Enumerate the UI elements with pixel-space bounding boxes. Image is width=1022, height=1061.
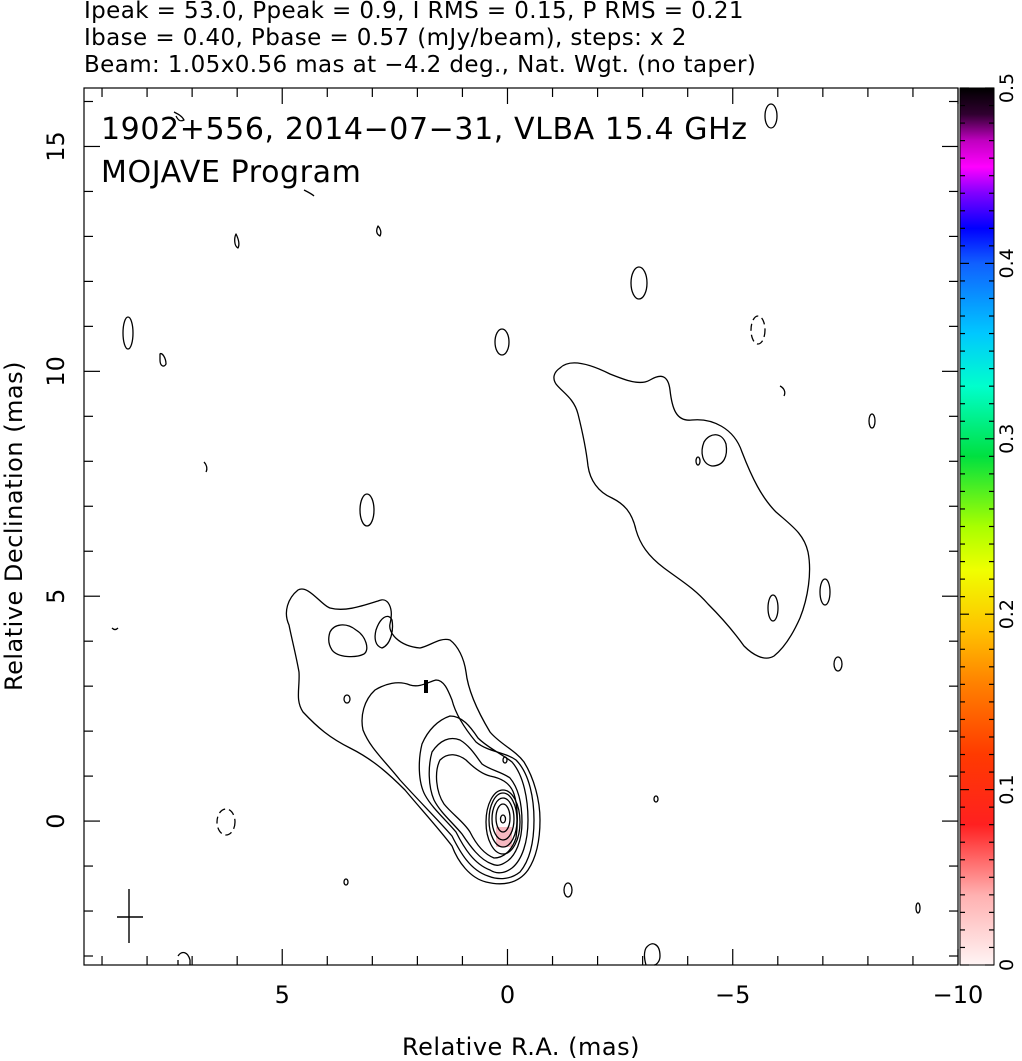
colorbar-tick-label: 0.4 <box>996 248 1018 278</box>
polarization-patch <box>496 827 512 847</box>
contour-island-8 <box>122 316 134 350</box>
contour-island-2 <box>374 615 394 649</box>
contour-level-7 <box>488 792 518 848</box>
colorbar-tick-label: 0.2 <box>996 599 1018 629</box>
contour-island-10 <box>833 656 843 672</box>
y-axis-label: Relative Declination (mas) <box>0 361 28 691</box>
contour-level-8 <box>491 797 515 841</box>
contour-outer-jet <box>553 362 811 659</box>
y-tick-label: 10 <box>42 356 70 387</box>
contour-island-20 <box>203 461 208 473</box>
contour-island-26 <box>643 943 661 966</box>
colorbar-tick-label: 0.5 <box>996 73 1018 103</box>
contour-island-23 <box>173 111 185 122</box>
colorbar-ticks <box>960 87 994 966</box>
contour-outer-island-1 <box>701 434 728 467</box>
contour-island-18 <box>234 233 240 249</box>
x-tick-label: 5 <box>275 981 290 1009</box>
contour-island-5 <box>359 493 375 527</box>
plot-title-line-2: MOJAVE Program <box>101 155 362 190</box>
contour-island-6 <box>494 328 510 356</box>
contour-island-13 <box>868 413 876 429</box>
contour-island-9 <box>819 578 831 606</box>
y-tick-label: 5 <box>42 589 70 604</box>
contour-island-21 <box>111 627 119 631</box>
contour-island-17 <box>159 352 167 367</box>
contour-level-4 <box>428 737 523 866</box>
colorbar <box>959 87 995 966</box>
polarization-vector <box>424 680 428 693</box>
contour-level-6 <box>485 789 521 855</box>
colorbar-tick-label: 0.1 <box>996 774 1018 804</box>
header-line-2: Ibase = 0.40, Pbase = 0.57 (mJy/beam), s… <box>84 25 687 51</box>
colorbar-tick-label: 0.3 <box>996 424 1018 454</box>
colorbar-tick-label: 0 <box>996 959 1018 971</box>
contour-level-10 <box>499 814 507 824</box>
x-tick-label: 0 <box>500 981 515 1009</box>
contour-island-15 <box>343 878 349 886</box>
header-line-1: Ipeak = 53.0, Ppeak = 0.9, I RMS = 0.15,… <box>84 0 744 24</box>
x-axis-label: Relative R.A. (mas) <box>402 1033 640 1061</box>
beam-marker <box>117 889 143 943</box>
contour-island-19 <box>376 225 382 237</box>
header-line-3: Beam: 1.05x0.56 mas at −4.2 deg., Nat. W… <box>84 52 757 78</box>
contour-island-24 <box>303 189 315 197</box>
x-tick-label: −5 <box>715 981 750 1009</box>
negative-contour-2 <box>750 315 766 345</box>
axis-ticks <box>84 88 959 965</box>
y-tick-label: 15 <box>42 131 70 162</box>
y-tick-label: 0 <box>42 813 70 828</box>
contour-island-4 <box>502 756 508 764</box>
contour-island-12 <box>764 103 778 129</box>
contour-island-22 <box>779 385 786 397</box>
contour-outer-island-3 <box>695 456 701 466</box>
x-tick-label: −10 <box>933 981 984 1009</box>
contour-island-7 <box>630 266 648 300</box>
contour-island-14 <box>915 902 921 914</box>
contour-level-2 <box>361 679 535 880</box>
contour-level-3 <box>418 715 529 874</box>
negative-contour-1 <box>216 808 236 836</box>
contour-island-11 <box>563 882 573 898</box>
contour-level-9 <box>495 803 511 833</box>
colorbar-tick-labels: 0 0.1 0.2 0.3 0.4 0.5 <box>996 73 1018 971</box>
plot-frame <box>83 87 959 966</box>
contour-island-25 <box>177 951 191 965</box>
contour-outer-island-2 <box>767 594 779 622</box>
axis-tick-labels: 5 0 −5 −10 0 5 10 15 <box>42 131 983 1009</box>
plot-title-line-1: 1902+556, 2014−07−31, VLBA 15.4 GHz <box>101 112 748 147</box>
contour-island-1 <box>328 624 368 658</box>
contours <box>111 103 921 966</box>
negative-contours <box>216 315 766 836</box>
contour-island-3 <box>343 694 351 704</box>
contour-island-16 <box>653 795 659 803</box>
contour-level-1-core-jet <box>285 588 541 885</box>
